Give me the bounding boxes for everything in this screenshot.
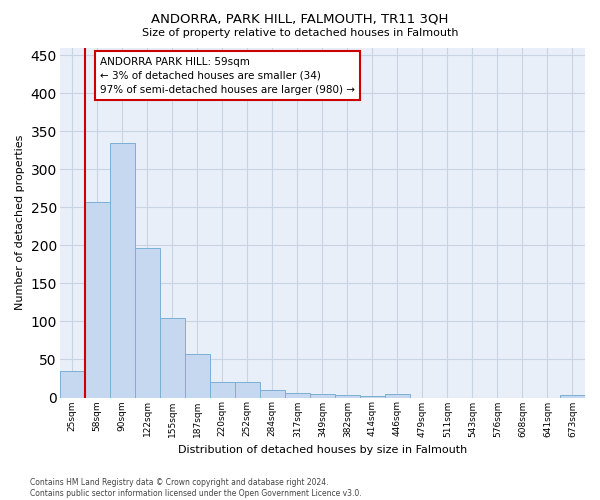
Bar [60, 371, 85, 398]
Bar [310, 394, 335, 398]
Bar [360, 396, 385, 398]
Bar [85, 202, 110, 398]
Bar [260, 390, 285, 398]
X-axis label: Distribution of detached houses by size in Falmouth: Distribution of detached houses by size … [178, 445, 467, 455]
Bar [110, 142, 135, 398]
Text: Contains HM Land Registry data © Crown copyright and database right 2024.
Contai: Contains HM Land Registry data © Crown c… [30, 478, 362, 498]
Text: ANDORRA PARK HILL: 59sqm
← 3% of detached houses are smaller (34)
97% of semi-de: ANDORRA PARK HILL: 59sqm ← 3% of detache… [100, 56, 355, 94]
Bar [135, 248, 160, 398]
Bar [235, 382, 260, 398]
Bar [285, 393, 310, 398]
Bar [385, 394, 410, 398]
Text: Size of property relative to detached houses in Falmouth: Size of property relative to detached ho… [142, 28, 458, 38]
Bar [335, 395, 360, 398]
Text: ANDORRA, PARK HILL, FALMOUTH, TR11 3QH: ANDORRA, PARK HILL, FALMOUTH, TR11 3QH [151, 12, 449, 26]
Bar [560, 395, 585, 398]
Bar [160, 318, 185, 398]
Bar [185, 354, 210, 398]
Bar [210, 382, 235, 398]
Y-axis label: Number of detached properties: Number of detached properties [15, 135, 25, 310]
